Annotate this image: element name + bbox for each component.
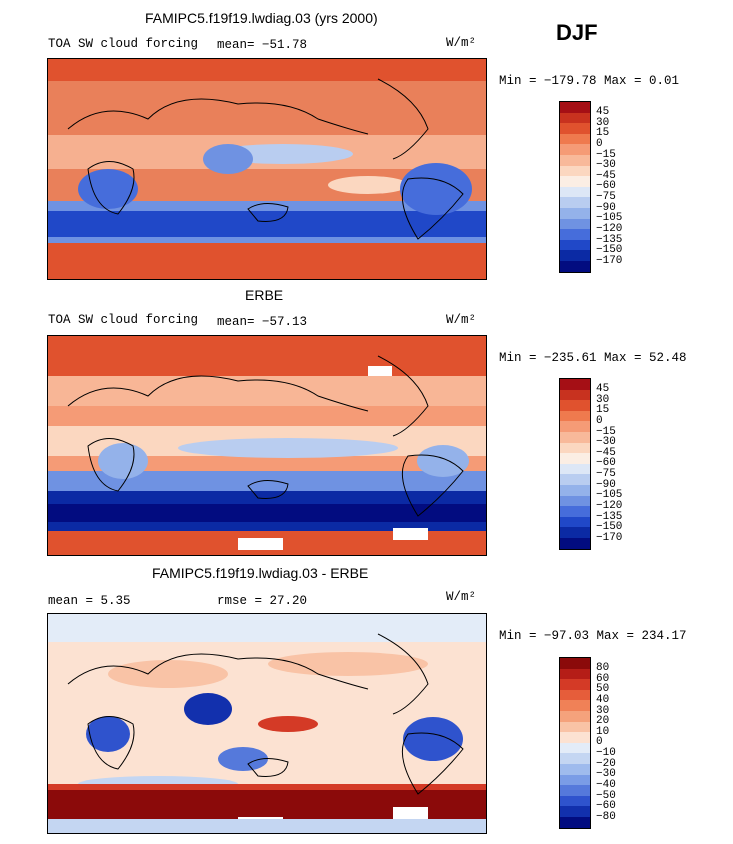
panel2-level-label: −105 xyxy=(596,489,623,501)
panel3-level-label: 50 xyxy=(596,683,610,695)
panel3-rmse: rmse = 27.20 xyxy=(217,594,308,608)
panel3-units: W/m² xyxy=(446,590,477,604)
panel2-level-label: −120 xyxy=(596,500,623,512)
panel2-units: W/m² xyxy=(446,313,477,327)
panel1-level-label: 30 xyxy=(596,117,610,129)
season-label: DJF xyxy=(556,20,598,45)
panel2-level-label: −60 xyxy=(596,457,616,469)
panel2-title: ERBE xyxy=(245,287,284,303)
panel3-level-label: 0 xyxy=(596,736,603,748)
panel2-level-label: −45 xyxy=(596,447,616,459)
panel3-mean: mean = 5.35 xyxy=(48,594,131,608)
panel3-minmax: Min = −97.03 Max = 234.17 xyxy=(499,629,687,643)
panel1-level-label: −45 xyxy=(596,170,616,182)
panel1-mean: mean= −51.78 xyxy=(217,38,308,52)
panel1-level-label: −150 xyxy=(596,244,623,256)
panel2-colorbar xyxy=(559,378,591,550)
panel3-level-label: 20 xyxy=(596,715,610,727)
panel2-level-label: −15 xyxy=(596,426,616,438)
panel3-level-label: −80 xyxy=(596,811,616,823)
panel1-level-label: −30 xyxy=(596,159,616,171)
panel1-map xyxy=(47,58,487,280)
panel2-level-label: 0 xyxy=(596,415,603,427)
panel3-level-label: −10 xyxy=(596,747,616,759)
panel1-colorbar xyxy=(559,101,591,273)
panel2-mean: mean= −57.13 xyxy=(217,315,308,329)
panel1-level-label: 15 xyxy=(596,127,610,139)
panel2-map xyxy=(47,335,487,556)
panel2-level-label: 45 xyxy=(596,383,610,395)
panel1-level-label: 0 xyxy=(596,138,603,150)
panel3-level-label: −50 xyxy=(596,790,616,802)
panel1-level-label: 45 xyxy=(596,106,610,118)
panel1-level-label: −135 xyxy=(596,234,623,246)
panel3-title: FAMIPC5.f19f19.lwdiag.03 - ERBE xyxy=(152,565,369,581)
panel1-title: FAMIPC5.f19f19.lwdiag.03 (yrs 2000) xyxy=(145,10,378,26)
panel1-minmax: Min = −179.78 Max = 0.01 xyxy=(499,74,680,88)
panel1-level-label: −120 xyxy=(596,223,623,235)
panel3-level-label: −40 xyxy=(596,779,616,791)
panel3-level-label: −60 xyxy=(596,800,616,812)
panel1-level-label: −60 xyxy=(596,180,616,192)
panel3-colorbar xyxy=(559,657,591,829)
panel3-level-label: 40 xyxy=(596,694,610,706)
panel1-level-label: −75 xyxy=(596,191,616,203)
panel3-level-label: −20 xyxy=(596,758,616,770)
panel3-level-label: 80 xyxy=(596,662,610,674)
panel2-minmax: Min = −235.61 Max = 52.48 xyxy=(499,351,687,365)
panel1-field-label: TOA SW cloud forcing xyxy=(48,37,199,51)
panel2-level-label: −90 xyxy=(596,479,616,491)
panel3-level-label: 10 xyxy=(596,726,610,738)
panel2-level-label: −135 xyxy=(596,511,623,523)
panel1-level-label: −90 xyxy=(596,202,616,214)
panel3-level-label: 60 xyxy=(596,673,610,685)
panel1-units: W/m² xyxy=(446,36,477,50)
panel2-field-label: TOA SW cloud forcing xyxy=(48,313,199,327)
panel2-level-label: −170 xyxy=(596,532,623,544)
panel1-level-label: −105 xyxy=(596,212,623,224)
panel2-level-label: −150 xyxy=(596,521,623,533)
panel1-level-label: −170 xyxy=(596,255,623,267)
panel2-level-label: −30 xyxy=(596,436,616,448)
panel2-level-label: 30 xyxy=(596,394,610,406)
panel2-level-label: 15 xyxy=(596,404,610,416)
panel1-level-label: −15 xyxy=(596,149,616,161)
panel3-level-label: 30 xyxy=(596,705,610,717)
panel3-level-label: −30 xyxy=(596,768,616,780)
panel2-level-label: −75 xyxy=(596,468,616,480)
panel3-map xyxy=(47,613,487,834)
